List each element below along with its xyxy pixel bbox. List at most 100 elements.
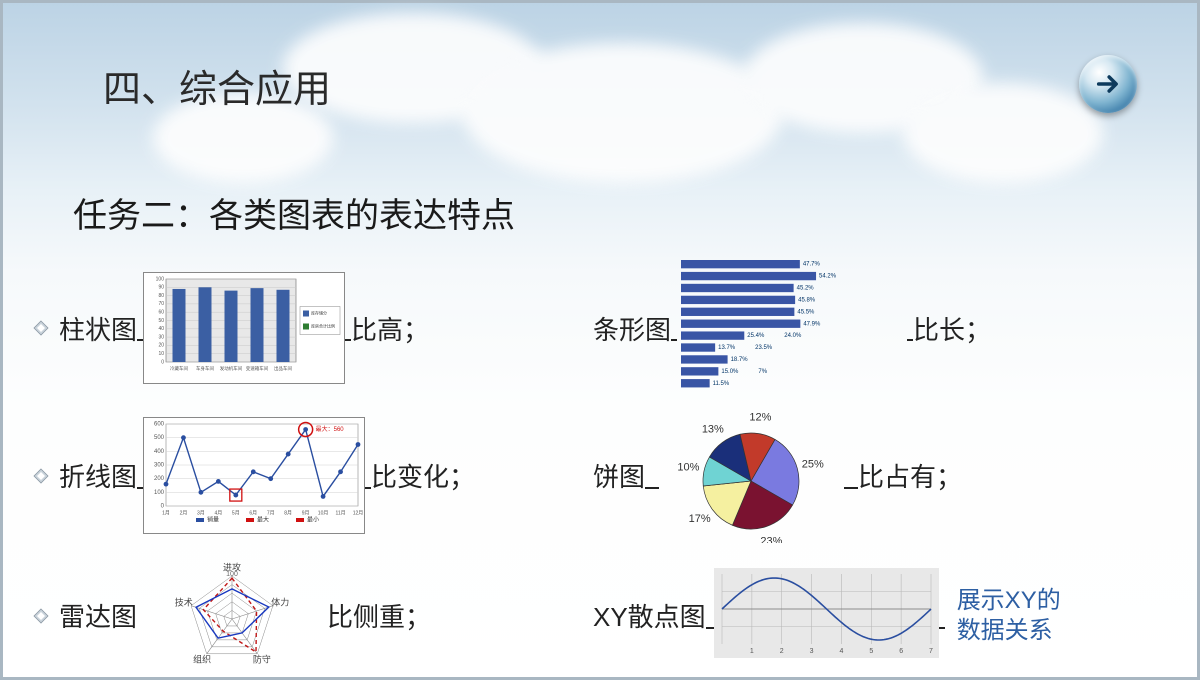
svg-text:25%: 25% [802, 458, 824, 470]
svg-text:13.7%: 13.7% [718, 345, 736, 351]
scatter-note: 展示XY的 数据关系 [957, 586, 1061, 646]
svg-text:9月: 9月 [302, 510, 310, 516]
suffix-hbar: 比长； [913, 310, 991, 347]
svg-text:销量: 销量 [207, 516, 219, 524]
label-scatter: XY散点图 [593, 597, 706, 634]
svg-text:10: 10 [158, 351, 164, 357]
svg-text:500: 500 [154, 435, 165, 441]
svg-text:18.7%: 18.7% [731, 357, 749, 363]
svg-text:发动机车间: 发动机车间 [220, 365, 243, 372]
scatter-chart: 1 2 3 4 5 6 7 [714, 568, 939, 663]
svg-text:17%: 17% [689, 513, 711, 525]
svg-text:0: 0 [161, 359, 164, 365]
svg-text:7: 7 [929, 648, 933, 655]
svg-text:11月: 11月 [335, 510, 345, 516]
svg-text:2月: 2月 [180, 510, 188, 516]
svg-text:100: 100 [154, 490, 165, 496]
line-chart: 0 100 200 300 400 500 600 1月 2月 3月 4月 5月 6月 7月 8月 9月 10月… [143, 417, 365, 534]
svg-text:3月: 3月 [197, 510, 205, 516]
bullet-icon [33, 468, 49, 484]
next-arrow-button[interactable] [1079, 55, 1137, 113]
row-2: 折线图 0 100 200 300 400 500 600 1月 2月 3月 4月 5月 6月 7月 8月 9… [33, 403, 1167, 548]
svg-text:400: 400 [154, 449, 165, 455]
row-1: 柱状图 0102030405060708090100冷藏车间车身车间发动机车间变… [33, 258, 1167, 398]
row-3: 雷达图 进攻体力防守组织技术100 比侧重； XY散点图 1234567 展示X… [33, 548, 1167, 680]
label-radar: 雷达图 [59, 597, 137, 634]
scatter-note-l2: 数据关系 [957, 616, 1061, 646]
svg-text:5月: 5月 [232, 510, 240, 516]
svg-text:12%: 12% [749, 412, 771, 424]
pie-chart: 25% 23% 17% 10% 13% 12% [659, 403, 844, 548]
svg-text:1: 1 [750, 648, 754, 655]
svg-text:10%: 10% [677, 462, 699, 474]
svg-text:45.8%: 45.8% [798, 297, 816, 303]
radar-chart: 进攻体力防守组织技术100 [147, 548, 317, 680]
svg-text:冷藏车间: 冷藏车间 [170, 365, 188, 372]
svg-text:6: 6 [899, 648, 903, 655]
page-subtitle: 任务二：各类图表的表达特点 [73, 188, 515, 237]
svg-text:最大：560: 最大：560 [316, 425, 345, 433]
suffix-line: 比变化； [371, 457, 475, 494]
svg-text:2: 2 [779, 648, 783, 655]
label-line: 折线图 [59, 457, 137, 494]
svg-text:4月: 4月 [214, 510, 222, 516]
svg-text:23%: 23% [760, 536, 782, 543]
svg-text:库存储分: 库存储分 [311, 310, 327, 316]
svg-text:100: 100 [156, 276, 165, 282]
label-bar: 柱状图 [59, 310, 137, 347]
svg-text:10月: 10月 [318, 510, 329, 516]
svg-text:变速箱车间: 变速箱车间 [246, 365, 269, 372]
svg-text:7月: 7月 [267, 510, 275, 516]
svg-text:300: 300 [154, 463, 165, 469]
svg-text:47.7%: 47.7% [803, 262, 821, 268]
svg-text:7%: 7% [758, 369, 767, 375]
svg-text:60: 60 [158, 310, 164, 316]
svg-text:组织: 组织 [193, 653, 211, 664]
svg-text:100: 100 [226, 571, 238, 578]
scatter-note-l1: 展示XY的 [957, 586, 1061, 616]
page-title: 四、综合应用 [103, 58, 331, 113]
svg-text:防守: 防守 [253, 653, 271, 664]
svg-text:25.4%: 25.4% [747, 333, 765, 339]
slide: 四、综合应用 任务二：各类图表的表达特点 柱状图 010203040506070… [0, 0, 1200, 680]
svg-text:0: 0 [161, 504, 165, 510]
svg-text:30: 30 [158, 334, 164, 340]
svg-text:24.0%: 24.0% [784, 333, 802, 339]
svg-text:45.5%: 45.5% [797, 309, 815, 315]
svg-text:最小: 最小 [307, 516, 319, 524]
svg-text:最大: 最大 [257, 516, 269, 524]
svg-text:80: 80 [158, 293, 164, 299]
svg-text:50: 50 [158, 318, 164, 324]
svg-text:47.9%: 47.9% [803, 321, 821, 327]
svg-text:54.2%: 54.2% [819, 274, 837, 280]
svg-text:11.5%: 11.5% [713, 381, 730, 387]
bullet-icon [33, 608, 49, 624]
svg-text:车身车间: 车身车间 [196, 365, 214, 372]
svg-text:15.0%: 15.0% [721, 369, 739, 375]
svg-text:13%: 13% [702, 424, 724, 436]
svg-text:1月: 1月 [162, 510, 170, 516]
suffix-radar: 比侧重； [327, 597, 431, 634]
svg-text:600: 600 [154, 422, 165, 428]
svg-text:出品车间: 出品车间 [274, 365, 292, 372]
svg-text:库房合计比例: 库房合计比例 [311, 323, 335, 329]
bar-chart: 0102030405060708090100冷藏车间车身车间发动机车间变速箱车间… [143, 272, 345, 384]
svg-text:200: 200 [154, 476, 165, 482]
svg-text:45.2%: 45.2% [797, 286, 815, 292]
svg-text:3: 3 [809, 648, 813, 655]
label-hbar: 条形图 [593, 310, 671, 347]
svg-text:5: 5 [869, 648, 873, 655]
svg-text:体力: 体力 [271, 597, 289, 608]
svg-text:90: 90 [158, 285, 164, 291]
svg-text:技术: 技术 [175, 597, 193, 608]
suffix-bar: 比高； [351, 310, 429, 347]
svg-text:6月: 6月 [249, 510, 257, 516]
svg-text:4: 4 [839, 648, 843, 655]
bullet-icon [33, 320, 49, 336]
svg-text:70: 70 [158, 301, 164, 307]
arrow-right-icon [1094, 70, 1122, 98]
svg-text:20: 20 [158, 343, 164, 349]
svg-text:8月: 8月 [284, 510, 292, 516]
svg-text:12月: 12月 [353, 510, 364, 516]
hbar-chart: 47.7% 54.2% 45.2% 45.8% 45.5% 47.9% 25.4% 24.0%… [677, 258, 907, 398]
